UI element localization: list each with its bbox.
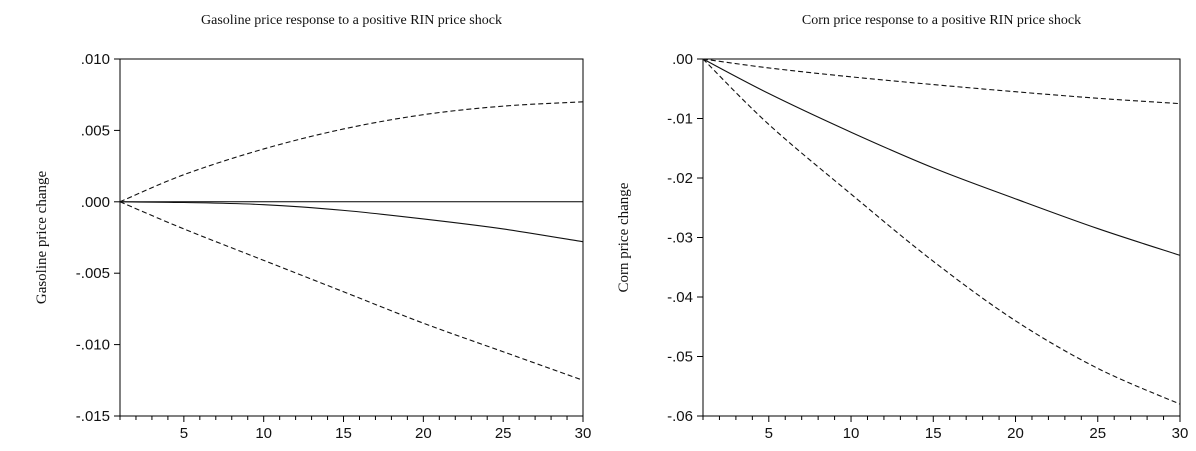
gasoline-y-tick-label: .000: [81, 194, 110, 211]
corn-y-axis-label: Corn price change: [616, 182, 632, 292]
gasoline-x-tick-label: 5: [180, 425, 188, 442]
corn-y-tick-label: -.01: [667, 111, 693, 128]
gasoline-y-tick-label: -.010: [76, 337, 110, 354]
corn-upper-band-line: [702, 58, 1181, 105]
corn-response-line: [702, 58, 1181, 256]
corn-x-tick-label: 20: [1007, 425, 1024, 442]
corn-y-tick-label: -.06: [667, 408, 693, 425]
gasoline-y-tick-label: -.015: [76, 408, 110, 425]
gasoline-plot-frame: [119, 58, 584, 417]
corn-plot-frame: [702, 58, 1181, 417]
gasoline-y-tick-label: .005: [81, 122, 110, 139]
gasoline-x-tick-label: 20: [415, 425, 432, 442]
corn-x-tick-label: 25: [1089, 425, 1106, 442]
corn-x-tick-label: 5: [765, 425, 773, 442]
corn-x-tick-label: 10: [843, 425, 860, 442]
corn-chart-title: Corn price response to a positive RIN pr…: [802, 13, 1081, 28]
corn-x-tick-label: 15: [925, 425, 942, 442]
gasoline-x-tick-label: 25: [495, 425, 512, 442]
corn-y-tick-label: -.02: [667, 170, 693, 187]
gasoline-y-tick-label: .010: [81, 51, 110, 68]
gasoline-y-tick-label: -.005: [76, 265, 110, 282]
corn-y-tick-label: .00: [672, 51, 693, 68]
corn-lower-band-line: [702, 58, 1181, 405]
gasoline-upper-band-line: [119, 101, 584, 203]
gasoline-x-tick-label: 30: [575, 425, 592, 442]
corn-y-tick-label: -.05: [667, 349, 693, 366]
corn-chart: Corn price response to a positive RIN pr…: [616, 13, 1188, 442]
corn-y-tick-label: -.03: [667, 230, 693, 247]
gasoline-response-line: [119, 201, 584, 243]
gasoline-x-tick-label: 10: [255, 425, 272, 442]
gasoline-x-tick-label: 15: [335, 425, 352, 442]
gasoline-chart-title: Gasoline price response to a positive RI…: [201, 13, 502, 28]
gasoline-y-axis-label: Gasoline price change: [34, 171, 50, 305]
gasoline-lower-band-line: [119, 201, 584, 381]
corn-x-tick-label: 30: [1172, 425, 1189, 442]
gasoline-chart: Gasoline price response to a positive RI…: [34, 13, 591, 442]
corn-y-tick-label: -.04: [667, 289, 693, 306]
